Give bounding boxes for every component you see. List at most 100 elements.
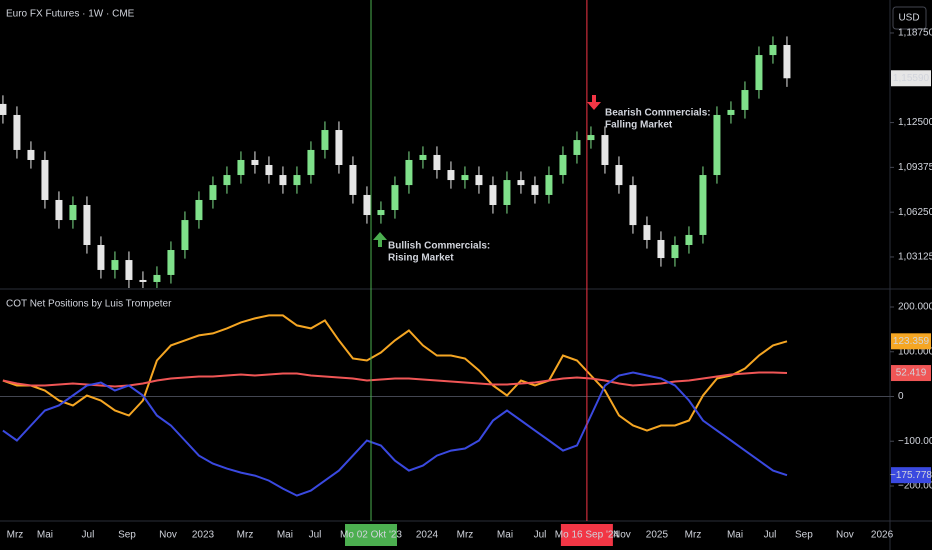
y-tick-label: 1,18750 xyxy=(898,28,932,39)
x-tick-label: Mrz xyxy=(685,530,702,541)
marker-label-box xyxy=(345,524,398,546)
x-tick-label: 2023 xyxy=(192,530,215,541)
candle-body xyxy=(783,45,791,79)
candle-body xyxy=(125,260,133,280)
candle-body xyxy=(671,244,679,259)
candle-body xyxy=(27,149,35,160)
overlay: 1,18750 1,12500 1,09375 1,06250 1,03125 1,155… xyxy=(7,0,932,546)
marker-label: Mo 16 Sep '24 xyxy=(555,530,620,541)
candle-body xyxy=(629,185,637,226)
last-value-box xyxy=(891,365,931,382)
candle-body xyxy=(531,185,539,195)
y-tick-label: 100.000 xyxy=(898,346,932,357)
series-line xyxy=(2,371,788,388)
series-line xyxy=(2,314,788,432)
last-value-label: −175.778 xyxy=(890,470,932,481)
candle-body xyxy=(727,109,735,115)
candle-body xyxy=(83,204,91,245)
candle-body xyxy=(321,130,329,150)
candle-body xyxy=(181,220,189,251)
candle-body xyxy=(293,175,301,186)
x-tick-label: Jul xyxy=(534,530,547,541)
price-pane xyxy=(0,36,791,288)
x-tick-label: Mai xyxy=(727,530,743,541)
x-tick-label: Mrz xyxy=(457,530,474,541)
marker-label: Mo 02 Okt '23 xyxy=(340,530,402,541)
candle-body xyxy=(391,185,399,211)
candle-body xyxy=(153,274,161,282)
candle-body xyxy=(713,114,721,176)
candle-body xyxy=(223,175,231,186)
x-tick-label: Mai xyxy=(497,530,513,541)
x-tick-label: Jul xyxy=(309,530,322,541)
annotation: Rising Market xyxy=(388,253,454,264)
x-tick-label: 2024 xyxy=(416,530,439,541)
candle-body xyxy=(545,175,553,195)
y-tick-label: 1,12500 xyxy=(898,117,932,128)
currency-button[interactable] xyxy=(892,6,927,30)
marker-label-box xyxy=(560,524,613,546)
y-tick-label: 200.000 xyxy=(898,302,932,313)
last-price-box xyxy=(891,70,931,87)
candle-body xyxy=(573,140,581,155)
y-tick-label: 1,03125 xyxy=(898,252,932,263)
candle-body xyxy=(685,234,693,245)
x-tick-label: Sep xyxy=(118,530,136,541)
candle-body xyxy=(699,175,707,235)
candle-body xyxy=(461,175,469,181)
x-tick-label: 2026 xyxy=(871,530,894,541)
candle-body xyxy=(405,159,413,186)
indicator-title: COT Net Positions by Luis Trompeter xyxy=(6,299,172,310)
candle-body xyxy=(741,90,749,110)
x-tick-label: Jul xyxy=(764,530,777,541)
candle-body xyxy=(657,239,665,259)
annotation: Falling Market xyxy=(605,120,673,131)
y-tick-label: 1,06250 xyxy=(898,207,932,218)
candle-body xyxy=(335,130,343,166)
candle-body xyxy=(755,55,763,91)
up-arrow xyxy=(373,232,387,247)
currency-label: USD xyxy=(898,13,919,24)
candle-body xyxy=(0,103,7,115)
candle-body xyxy=(769,45,777,56)
candle-body xyxy=(279,175,287,186)
candle-body xyxy=(139,279,147,282)
candle-body xyxy=(237,159,245,176)
candle-body xyxy=(55,199,63,221)
annotation: Bearish Commercials: xyxy=(605,108,711,119)
candle-body xyxy=(307,149,315,176)
candle-body xyxy=(349,165,357,195)
x-tick-label: Mrz xyxy=(7,530,24,541)
candle-body xyxy=(13,114,21,150)
candle-body xyxy=(503,180,511,205)
last-price-label: 1,15590 xyxy=(893,73,930,84)
candle-body xyxy=(41,159,49,200)
x-tick-label: Mrz xyxy=(237,530,254,541)
candle-body xyxy=(433,154,441,171)
x-tick-label: Nov xyxy=(159,530,177,541)
y-tick-label: 1,09375 xyxy=(898,162,932,173)
candle-body xyxy=(209,185,217,200)
x-tick-label: Jul xyxy=(82,530,95,541)
candle-body xyxy=(195,199,203,221)
x-tick-label: Sep xyxy=(795,530,813,541)
candle-body xyxy=(97,244,105,270)
last-value-box xyxy=(891,467,931,484)
annotation: Bullish Commercials: xyxy=(388,241,490,252)
candle-body xyxy=(251,159,259,166)
last-value-label: 123.359 xyxy=(893,336,930,347)
x-tick-label: 2025 xyxy=(646,530,669,541)
last-value-label: 52.419 xyxy=(896,368,927,379)
candle-body xyxy=(363,194,371,216)
down-arrow xyxy=(587,95,601,110)
candle-body xyxy=(559,154,567,176)
candle-body xyxy=(69,204,77,221)
candle-body xyxy=(167,250,175,275)
candle-body xyxy=(265,165,273,176)
chart-title: Euro FX Futures · 1W · CME xyxy=(6,9,135,20)
y-tick-label: −100.000 xyxy=(898,436,932,447)
candle-body xyxy=(643,225,651,240)
